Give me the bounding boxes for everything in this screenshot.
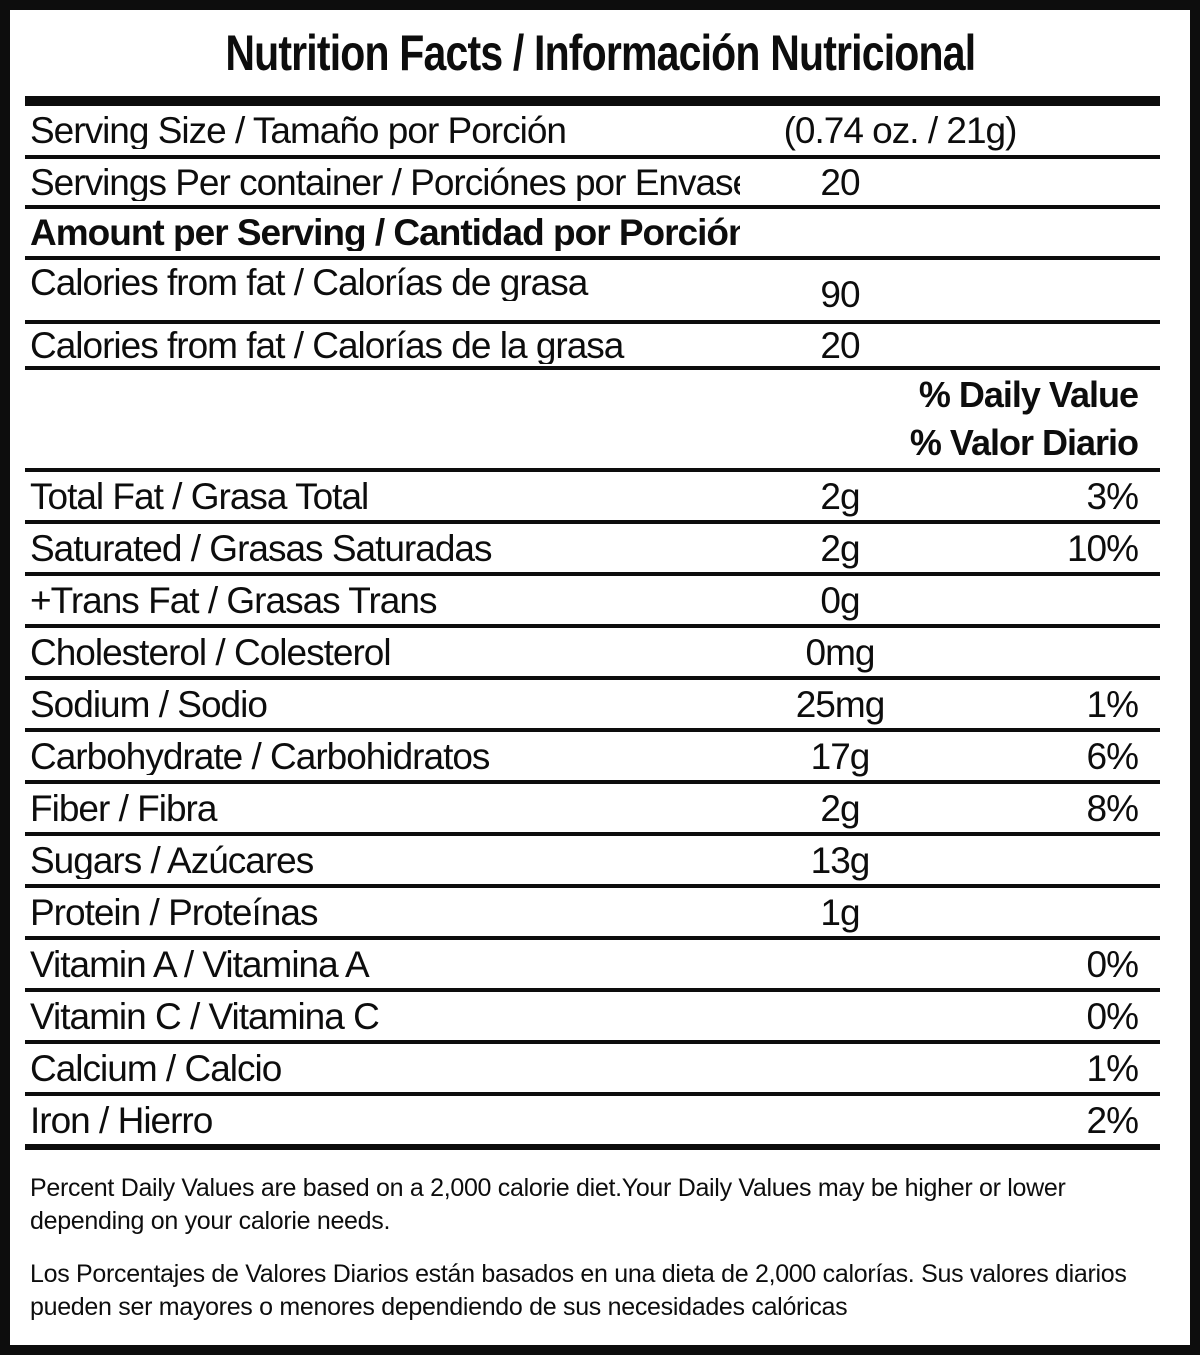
row-amount: 25mg [795,683,886,725]
row-label: Servings Per container / Porciónes por E… [30,163,740,201]
row-label: Sodium / Sodio [30,685,268,723]
row-divider [25,988,1160,992]
row-amount-per-serving: Amount per Serving / Cantidad por Porció… [25,209,1160,256]
label-header: Nutrition Facts / Información Nutriciona… [10,14,1190,92]
row-divider [25,624,1160,628]
row-label: Calcium / Calcio [30,1049,282,1087]
row-divider [25,468,1160,472]
label-title: Nutrition Facts / Información Nutriciona… [225,25,976,81]
row-divider [25,728,1160,732]
row-amount: (0.74 oz. / 21g) [783,110,1018,151]
row-percent: 1% [1086,683,1139,725]
daily-value-header-es: % Valor Diario [909,422,1139,463]
row-divider [25,676,1160,680]
row-percent: 6% [1086,735,1139,777]
row-trans-fat: +Trans Fat / Grasas Trans 0g [25,576,1160,624]
row-amount: 13g [810,839,871,881]
row-amount: 1g [820,891,860,933]
row-divider [25,320,1160,324]
row-calories-from-fat-1: Calories from fat / Calorías de grasa 90 [25,260,1160,320]
row-label: Cholesterol / Colesterol [30,633,392,671]
row-label: Iron / Hierro [30,1101,213,1139]
row-percent: 2% [1086,1099,1139,1141]
row-amount: 2g [820,787,860,829]
row-percent: 0% [1086,943,1139,985]
row-label: Calories from fat / Calorías de la grasa [30,326,624,364]
row-serving-size: Serving Size / Tamaño por Porción (0.74 … [25,106,1160,155]
row-vitamin-c: Vitamin C / Vitamina C 0% [25,992,1160,1040]
row-label: Calories from fat / Calorías de grasa [30,262,588,301]
row-divider [25,205,1160,209]
row-label: Sugars / Azúcares [30,841,314,879]
daily-value-header: % Daily Value % Valor Diario [25,370,1160,468]
row-divider [25,256,1160,260]
daily-value-header-en: % Daily Value [918,374,1139,415]
row-divider [25,1092,1160,1096]
footnote-english: Percent Daily Values are based on a 2,00… [30,1174,1066,1235]
row-amount: 0mg [805,631,876,673]
row-percent: 1% [1086,1047,1139,1089]
row-amount: 20 [820,161,860,203]
row-label: Protein / Proteínas [30,893,318,931]
row-percent: 0% [1086,995,1139,1037]
row-divider [25,572,1160,576]
row-divider [25,155,1160,159]
row-divider [25,1040,1160,1044]
row-servings-per-container: Servings Per container / Porciónes por E… [25,159,1160,205]
row-label: Vitamin C / Vitamina C [30,997,380,1035]
row-amount: 2g [820,527,860,569]
row-amount: 90 [820,274,860,315]
row-percent: 10% [1066,527,1139,569]
row-total-fat: Total Fat / Grasa Total 2g 3% [25,472,1160,520]
row-calcium: Calcium / Calcio 1% [25,1044,1160,1092]
row-cholesterol: Cholesterol / Colesterol 0mg [25,628,1160,676]
row-fiber: Fiber / Fibra 2g 8% [25,784,1160,832]
row-label: Amount per Serving / Cantidad por Porció… [30,214,740,251]
row-label: Serving Size / Tamaño por Porción [30,112,567,149]
row-percent: 3% [1086,475,1139,517]
nutrition-table: Serving Size / Tamaño por Porción (0.74 … [25,106,1160,1150]
row-label: Total Fat / Grasa Total [30,477,369,515]
row-divider [25,780,1160,784]
footnotes: Percent Daily Values are based on a 2,00… [25,1172,1150,1324]
row-amount: 17g [810,735,871,777]
row-iron: Iron / Hierro 2% [25,1096,1160,1144]
row-divider [25,520,1160,524]
row-carbohydrate: Carbohydrate / Carbohidratos 17g 6% [25,732,1160,780]
row-divider [25,936,1160,940]
row-percent: 8% [1086,787,1139,829]
row-label: Saturated / Grasas Saturadas [30,529,493,567]
row-divider [25,884,1160,888]
row-label: Vitamin A / Vitamina A [30,945,370,983]
row-saturated-fat: Saturated / Grasas Saturadas 2g 10% [25,524,1160,572]
title-divider-bar [25,96,1160,106]
row-amount: 0g [820,579,860,621]
row-calories-from-fat-2: Calories from fat / Calorías de la grasa… [25,324,1160,366]
row-sugars: Sugars / Azúcares 13g [25,836,1160,884]
row-sodium: Sodium / Sodio 25mg 1% [25,680,1160,728]
row-amount: 20 [820,324,860,366]
row-label: Carbohydrate / Carbohidratos [30,737,490,775]
row-label: Fiber / Fibra [30,789,217,827]
row-protein: Protein / Proteínas 1g [25,888,1160,936]
footnote-spanish: Los Porcentajes de Valores Diarios están… [30,1260,1127,1321]
row-label: +Trans Fat / Grasas Trans [30,581,437,619]
row-divider [25,366,1160,370]
row-vitamin-a: Vitamin A / Vitamina A 0% [25,940,1160,988]
row-divider [25,832,1160,836]
table-bottom-divider [25,1144,1160,1150]
row-amount: 2g [820,475,860,517]
